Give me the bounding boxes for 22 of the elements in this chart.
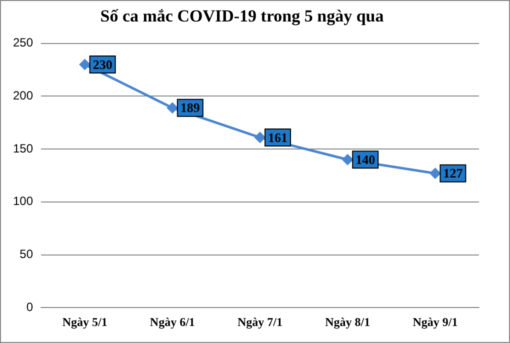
data-label: 230 xyxy=(92,56,112,72)
point xyxy=(80,59,90,70)
data-label: 140 xyxy=(356,152,376,168)
point xyxy=(430,168,440,179)
y-tick-label: 0 xyxy=(26,300,34,314)
x-tick-label: Ngày 6/1 xyxy=(150,314,195,329)
x-tick-label: Ngày 8/1 xyxy=(325,314,370,329)
data-label: 189 xyxy=(180,100,200,116)
y-tick-label: 150 xyxy=(12,141,34,156)
x-tick-label: Ngày 5/1 xyxy=(62,314,108,329)
data-label: 161 xyxy=(268,130,288,145)
data-label: 127 xyxy=(443,166,464,181)
chart-title: Số ca mắc COVID-19 trong 5 ngày qua xyxy=(100,6,384,26)
y-tick-label: 100 xyxy=(12,194,34,208)
x-tick-label: Ngày 7/1 xyxy=(238,314,283,329)
x-tick-label: Ngày 9/1 xyxy=(412,314,458,329)
y-tick-label: 200 xyxy=(12,88,34,103)
point xyxy=(342,154,353,165)
y-tick-label: 50 xyxy=(20,247,34,262)
y-tick-label: 250 xyxy=(12,36,34,50)
point xyxy=(254,132,266,143)
point xyxy=(167,102,178,114)
